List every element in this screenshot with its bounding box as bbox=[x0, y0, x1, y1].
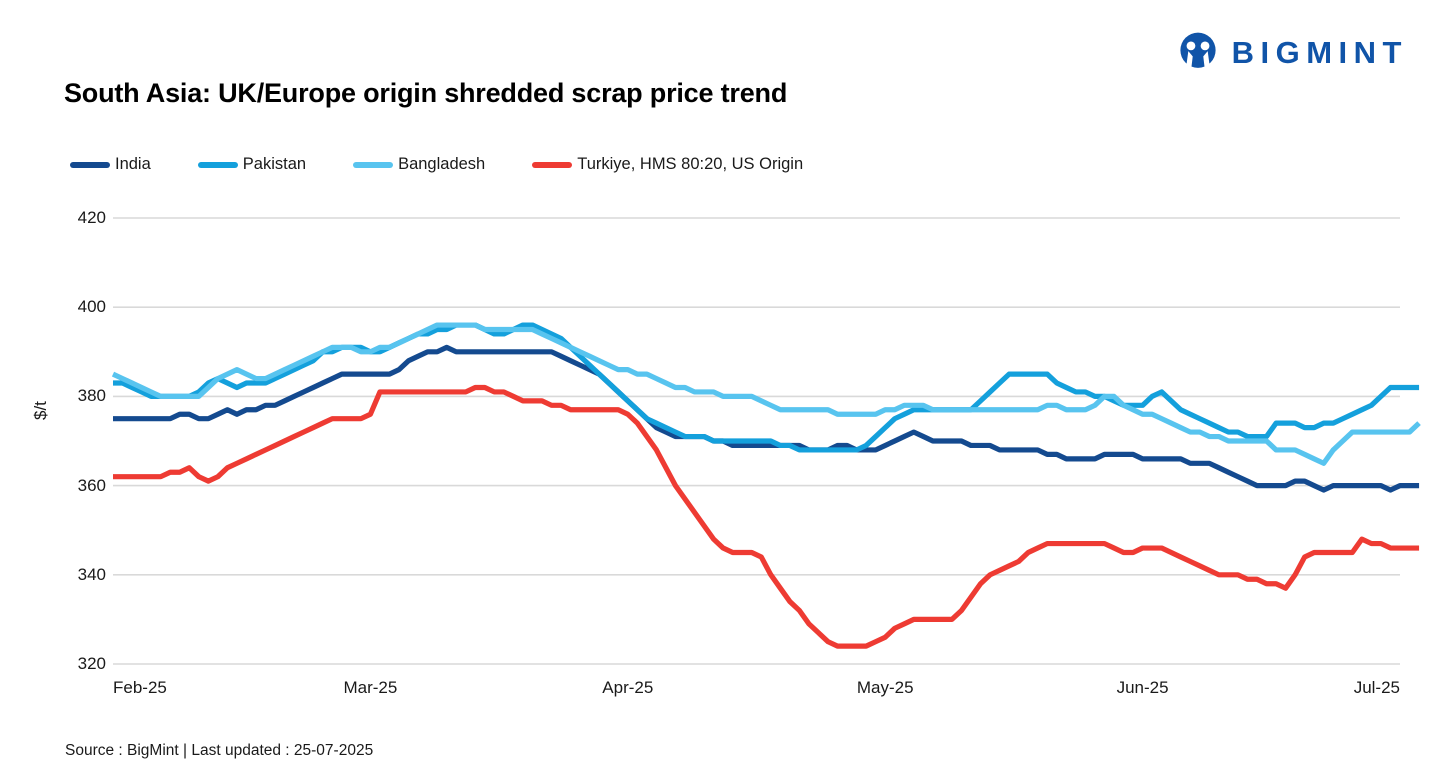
gridlines bbox=[113, 217, 1400, 665]
x-tick-may-25: May-25 bbox=[856, 678, 914, 697]
legend-item-turkiye[interactable]: Turkiye, HMS 80:20, US Origin bbox=[532, 155, 803, 174]
legend-label-turkiye: Turkiye, HMS 80:20, US Origin bbox=[577, 155, 804, 173]
legend-item-bangladesh[interactable]: Bangladesh bbox=[353, 155, 485, 174]
series-line-turkiye-hms-80-20-us-origin bbox=[113, 384, 1420, 649]
brand-logo: BIGMINT bbox=[1176, 30, 1408, 74]
legend-swatch-india bbox=[70, 161, 110, 168]
chart-legend: India Pakistan Bangladesh Turkiye, HMS 8… bbox=[70, 155, 850, 174]
y-tick-320: 320 bbox=[77, 654, 106, 673]
series-lines bbox=[111, 322, 1421, 649]
y-axis-tick-labels: 320 340 360 380 400 420 bbox=[58, 0, 106, 777]
y-tick-360: 360 bbox=[77, 475, 106, 495]
legend-swatch-turkiye bbox=[532, 161, 573, 168]
x-tick-mar-25: Mar-25 bbox=[343, 678, 398, 697]
x-tick-feb-25: Feb-25 bbox=[113, 678, 167, 697]
y-tick-420: 420 bbox=[77, 208, 106, 227]
bigmint-people-circle-icon bbox=[1180, 32, 1216, 72]
series-line-bangladesh bbox=[111, 322, 1421, 466]
series-line-india bbox=[113, 344, 1420, 493]
legend-swatch-bangladesh bbox=[353, 161, 394, 168]
x-tick-jun-25: Jun-25 bbox=[1116, 678, 1169, 697]
page-title: South Asia: UK/Europe origin shredded sc… bbox=[64, 78, 788, 108]
series-line-pakistan bbox=[113, 322, 1420, 453]
legend-label-pakistan: Pakistan bbox=[242, 155, 307, 173]
y-tick-380: 380 bbox=[77, 386, 106, 406]
source-note: Source : BigMint | Last updated : 25-07-… bbox=[65, 742, 374, 759]
legend-label-india: India bbox=[115, 155, 151, 173]
legend-label-bangladesh: Bangladesh bbox=[398, 155, 486, 173]
legend-item-pakistan[interactable]: Pakistan bbox=[197, 155, 307, 174]
legend-swatch-pakistan bbox=[197, 161, 238, 168]
brand-wordmark: BIGMINT bbox=[1231, 34, 1408, 70]
x-tick-apr-25: Apr-25 bbox=[602, 678, 654, 697]
legend-item-india[interactable]: India bbox=[70, 155, 151, 174]
x-tick-jul-25: Jul-25 bbox=[1353, 678, 1400, 697]
y-tick-340: 340 bbox=[77, 564, 106, 584]
y-tick-400: 400 bbox=[77, 297, 106, 317]
